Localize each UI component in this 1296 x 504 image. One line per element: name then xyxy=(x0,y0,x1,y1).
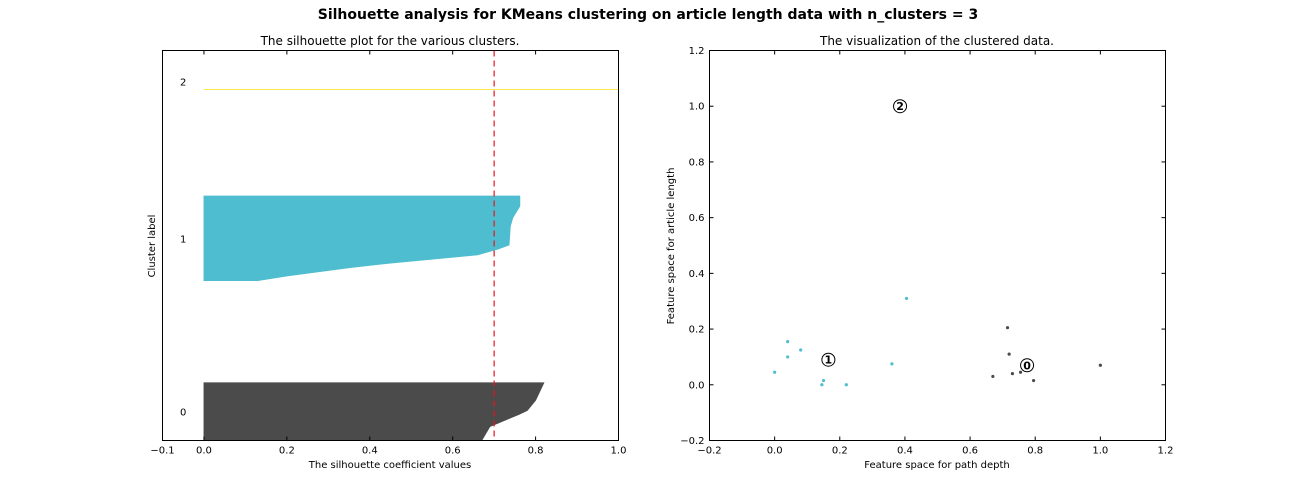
cluster-center-label: 1 xyxy=(825,354,833,367)
scatter-y-tick-label: 0.2 xyxy=(689,325,705,336)
scatter-point-cluster-0 xyxy=(1007,352,1011,356)
silhouette-x-tick-label: 0.0 xyxy=(196,446,212,457)
scatter-point-cluster-1 xyxy=(821,379,826,383)
scatter-y-tick-label: 0.0 xyxy=(689,380,705,391)
scatter-point-cluster-1 xyxy=(904,296,909,301)
scatter-point-cluster-0 xyxy=(1018,370,1023,374)
cluster-center-1 xyxy=(821,352,836,367)
scatter-plot-frame xyxy=(709,50,1166,441)
silhouette-x-tick-label: 0.4 xyxy=(362,446,378,457)
scatter-x-tick-label: 1.2 xyxy=(1158,446,1174,457)
scatter-x-tick-label: 0.4 xyxy=(897,446,913,457)
silhouette-plot-frame xyxy=(162,50,619,441)
scatter-x-axis-label: Feature space for path depth xyxy=(864,460,1009,471)
scatter-point-cluster-1 xyxy=(844,383,848,387)
scatter-point-cluster-0 xyxy=(991,374,995,379)
scatter-ticks: −0.2 0.0 0.2 0.4 0.6 0.8 1.0 1.2 −0.2 0.0 0.2 0.4 0.… xyxy=(680,46,1173,457)
scatter-x-tick-label: 0.8 xyxy=(1027,446,1043,457)
silhouette-cluster-label: 0 xyxy=(180,408,186,419)
silhouette-ticks: 0 1 2 −0.1 0.0 0.2 0.4 0.6 0.8 1.0 xyxy=(150,50,627,457)
scatter-x-tick-label: 1.0 xyxy=(1092,446,1108,457)
cluster-scatter-plot: 0 1 2 −0.2 0.0 0.2 0.4 0.6 0.8 1.0 1.2 −0.2 0.0 0.2 0… xyxy=(666,34,1173,471)
silhouette-cluster-0 xyxy=(203,382,545,441)
scatter-y-axis-label: Feature space for article length xyxy=(666,168,677,325)
scatter-point-cluster-1 xyxy=(773,370,777,374)
silhouette-plot-title: The silhouette plot for the various clus… xyxy=(260,34,520,48)
scatter-plot-area: 0 1 2 xyxy=(773,99,1102,387)
scatter-x-tick-label: 0.6 xyxy=(962,446,978,457)
scatter-point-cluster-1 xyxy=(786,340,790,344)
silhouette-plot-area xyxy=(203,50,619,441)
silhouette-cluster-1 xyxy=(203,195,521,282)
silhouette-cluster-label: 2 xyxy=(180,78,186,89)
silhouette-x-tick-label: 1.0 xyxy=(611,446,627,457)
scatter-point-cluster-1 xyxy=(890,362,894,366)
scatter-point-cluster-0 xyxy=(1010,372,1015,376)
scatter-x-tick-label: 0.0 xyxy=(767,446,783,457)
scatter-x-tick-label: −0.2 xyxy=(697,446,721,457)
figure-title: Silhouette analysis for KMeans clusterin… xyxy=(317,7,979,23)
scatter-y-tick-label: 0.6 xyxy=(689,213,705,224)
scatter-point-cluster-0 xyxy=(1031,379,1036,383)
scatter-y-tick-label: 1.2 xyxy=(689,46,705,57)
scatter-plot-title: The visualization of the clustered data. xyxy=(819,34,1054,48)
silhouette-y-axis-label: Cluster label xyxy=(147,215,158,278)
cluster-center-0 xyxy=(1020,358,1035,373)
silhouette-x-tick-label: 0.2 xyxy=(279,446,295,457)
silhouette-cluster-label: 1 xyxy=(180,234,186,245)
silhouette-x-tick-label: −0.1 xyxy=(150,446,174,457)
silhouette-plot: 0 1 2 −0.1 0.0 0.2 0.4 0.6 0.8 1.0 The silhouette… xyxy=(147,34,626,471)
scatter-y-tick-label: 1.0 xyxy=(689,102,705,113)
scatter-y-tick-label: 0.4 xyxy=(689,269,705,280)
scatter-point-cluster-1 xyxy=(820,383,824,387)
scatter-point-cluster-0 xyxy=(1005,326,1010,330)
cluster-center-label: 2 xyxy=(896,100,904,113)
scatter-point-cluster-1 xyxy=(786,355,790,359)
silhouette-x-axis-label: The silhouette coefficient values xyxy=(308,460,472,471)
silhouette-x-tick-label: 0.6 xyxy=(445,446,461,457)
scatter-y-tick-label: 0.8 xyxy=(689,157,705,168)
cluster-center-2 xyxy=(893,99,908,114)
silhouette-x-tick-label: 0.8 xyxy=(528,446,544,457)
cluster-center-label: 0 xyxy=(1023,359,1031,372)
scatter-x-tick-label: 0.2 xyxy=(832,446,848,457)
scatter-point-cluster-1 xyxy=(799,348,803,352)
scatter-point-cluster-0 xyxy=(1098,363,1102,367)
scatter-y-tick-label: −0.2 xyxy=(680,436,704,447)
